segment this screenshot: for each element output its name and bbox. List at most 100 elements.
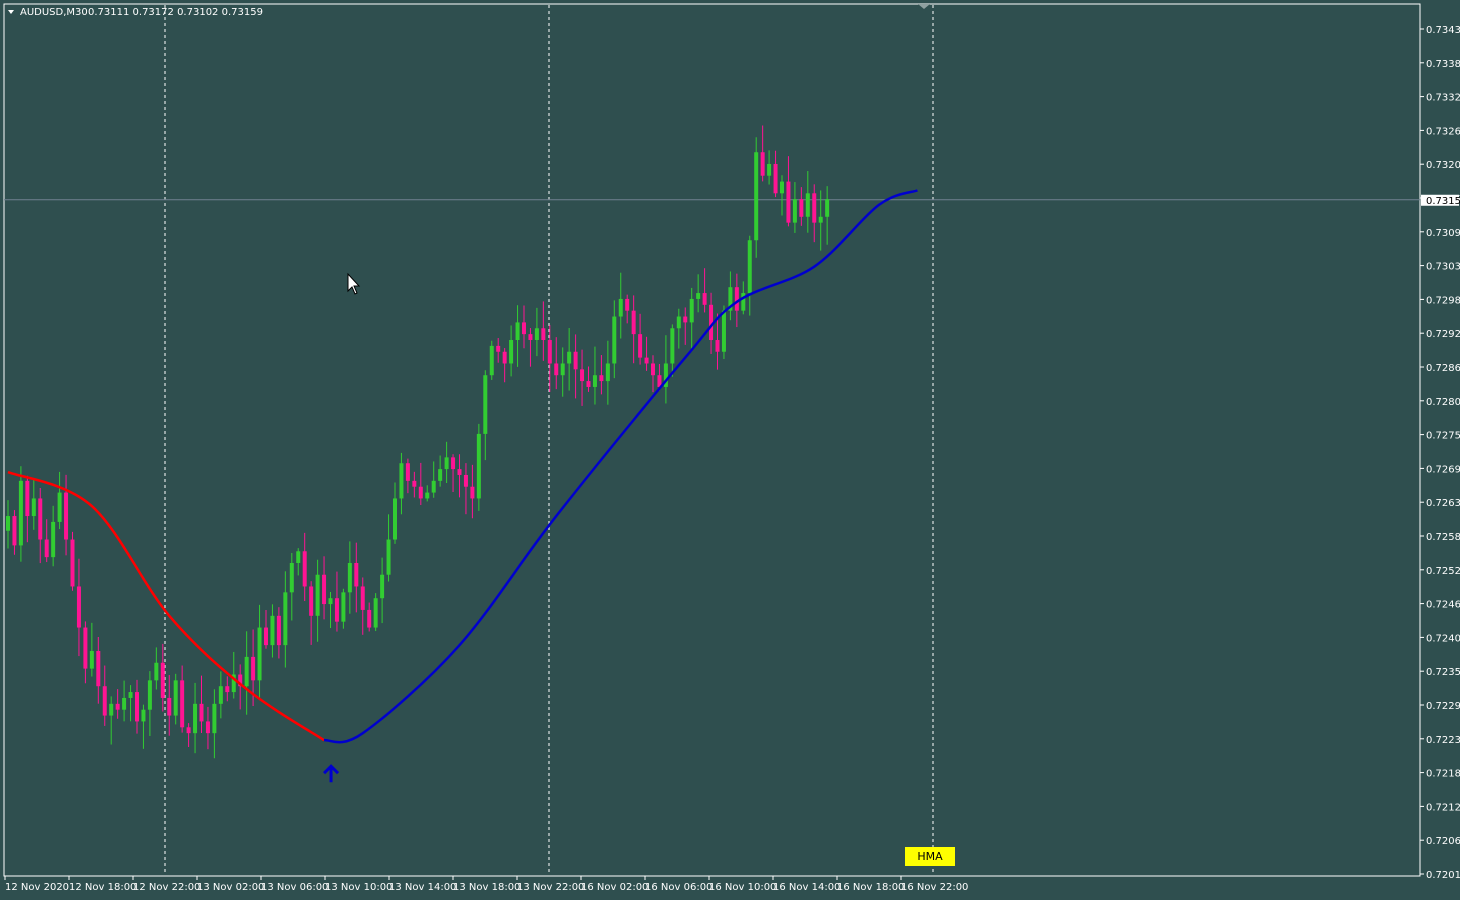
bull-candle bbox=[289, 562, 294, 593]
ohlc-caption: 0.73111 0.73172 0.73102 0.73159 bbox=[88, 7, 263, 18]
x-tick-label: 13 Nov 10:00 bbox=[325, 882, 392, 893]
chart-shift-marker[interactable] bbox=[918, 4, 930, 9]
bear-candle bbox=[580, 369, 585, 382]
bear-candle bbox=[451, 457, 456, 470]
bear-candle bbox=[38, 498, 43, 540]
bear-candle bbox=[76, 586, 81, 628]
bear-candle bbox=[199, 703, 204, 722]
bull-candle bbox=[315, 574, 320, 616]
bear-candle bbox=[83, 627, 88, 669]
bear-candle bbox=[44, 539, 49, 558]
bull-candle bbox=[31, 498, 36, 517]
bull-candle bbox=[380, 574, 385, 599]
bear-candle bbox=[715, 340, 720, 352]
bear-candle bbox=[625, 298, 630, 311]
y-tick-label: 0.72065 bbox=[1426, 836, 1460, 847]
bull-candle bbox=[373, 598, 378, 628]
bear-candle bbox=[238, 674, 243, 687]
bull-candle bbox=[444, 457, 449, 470]
y-tick-label: 0.72295 bbox=[1426, 701, 1460, 712]
bear-candle bbox=[251, 656, 256, 681]
bear-candle bbox=[651, 363, 655, 376]
bull-candle bbox=[341, 592, 346, 622]
bear-candle bbox=[522, 322, 526, 335]
bear-candle bbox=[799, 199, 804, 217]
bull-candle bbox=[154, 662, 159, 681]
bear-candle bbox=[554, 363, 559, 376]
current-price-tag-bg bbox=[1421, 194, 1459, 206]
bull-candle bbox=[534, 328, 539, 341]
bull-candle bbox=[328, 598, 333, 605]
bear-candle bbox=[528, 334, 533, 341]
bear-candle bbox=[354, 562, 359, 587]
bull-candle bbox=[257, 627, 262, 681]
y-tick-label: 0.72235 bbox=[1426, 735, 1460, 746]
bull-candle bbox=[393, 498, 397, 540]
bear-candle bbox=[276, 615, 281, 646]
cursor-arrow-icon bbox=[347, 272, 361, 295]
bull-candle bbox=[825, 199, 830, 217]
y-tick-label: 0.72695 bbox=[1426, 464, 1460, 475]
mouse-cursor bbox=[347, 272, 361, 295]
bear-candle bbox=[702, 293, 707, 305]
bull-candle bbox=[6, 516, 10, 531]
bear-candle bbox=[367, 609, 372, 628]
bear-candle bbox=[205, 721, 210, 734]
bull-candle bbox=[283, 592, 288, 646]
bull-candle bbox=[689, 298, 694, 323]
hma-indicator-label[interactable]: HMA bbox=[905, 847, 955, 866]
bull-candle bbox=[696, 293, 701, 299]
bull-candle bbox=[663, 363, 668, 387]
bear-candle bbox=[25, 480, 30, 517]
x-tick-label: 13 Nov 14:00 bbox=[389, 882, 456, 893]
y-tick-label: 0.72805 bbox=[1426, 397, 1460, 408]
bear-candle bbox=[334, 598, 339, 622]
bull-candle bbox=[676, 316, 681, 329]
x-tick-label: 16 Nov 22:00 bbox=[901, 882, 968, 893]
bull-candle bbox=[728, 287, 733, 311]
bull-candle bbox=[122, 697, 127, 710]
bear-candle bbox=[186, 727, 191, 734]
y-tick-label: 0.73435 bbox=[1426, 25, 1460, 36]
x-tick-label: 12 Nov 18:00 bbox=[69, 882, 136, 893]
chart-caption: AUDUSD,M30 0.73111 0.73172 0.73102 0.731… bbox=[8, 7, 263, 18]
bull-candle bbox=[347, 562, 352, 593]
x-tick-label: 13 Nov 18:00 bbox=[453, 882, 520, 893]
bull-candle bbox=[670, 328, 675, 364]
x-tick-label: 12 Nov 22:00 bbox=[133, 882, 200, 893]
bear-candle bbox=[657, 375, 662, 387]
bear-candle bbox=[599, 375, 604, 382]
bear-candle bbox=[225, 686, 230, 693]
y-tick-label: 0.72635 bbox=[1426, 498, 1460, 509]
bull-candle bbox=[476, 433, 481, 499]
bull-candle bbox=[57, 492, 62, 522]
bull-candle bbox=[818, 216, 823, 223]
bear-candle bbox=[734, 287, 739, 311]
bear-candle bbox=[586, 381, 591, 387]
bull-candle bbox=[509, 340, 514, 364]
x-tick-label: 16 Nov 02:00 bbox=[581, 882, 648, 893]
y-tick-label: 0.72465 bbox=[1426, 600, 1460, 611]
bull-candle bbox=[212, 703, 217, 734]
bear-candle bbox=[405, 463, 410, 481]
bear-candle bbox=[102, 686, 107, 716]
caption-dropdown-icon[interactable] bbox=[8, 10, 14, 14]
bear-candle bbox=[496, 345, 501, 352]
bear-candle bbox=[412, 480, 417, 487]
bear-candle bbox=[96, 651, 101, 687]
bear-candle bbox=[541, 328, 546, 341]
bear-candle bbox=[709, 304, 714, 341]
buy-signal-arrow bbox=[322, 764, 340, 783]
bull-candle bbox=[244, 656, 249, 687]
bear-candle bbox=[264, 627, 268, 646]
bull-candle bbox=[386, 539, 391, 575]
bull-candle bbox=[173, 680, 178, 716]
bull-candle bbox=[605, 363, 610, 382]
